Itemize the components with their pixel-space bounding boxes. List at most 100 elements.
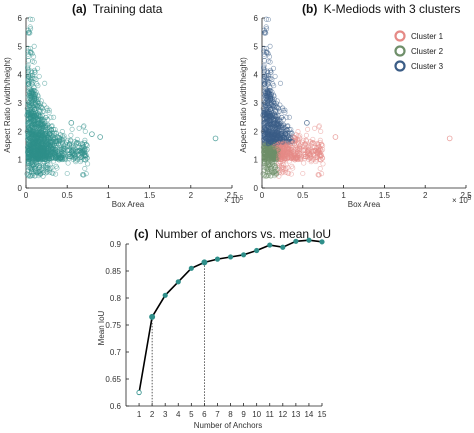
panel-b-point [264, 76, 270, 82]
panel-b-point [290, 134, 296, 140]
panel-a-point [26, 57, 32, 64]
panel-b-point [312, 125, 318, 131]
panel-b-point [319, 171, 325, 177]
panel-a-point [29, 107, 35, 113]
panel-a-y-tick-label: 3 [18, 99, 23, 108]
panel-b-point [267, 117, 273, 123]
panel-a-x-tick-label: 1 [106, 191, 111, 200]
panel-a-point [84, 143, 90, 149]
panel-a-point [49, 170, 55, 176]
panel-a-point [38, 156, 44, 162]
panel-a-point [36, 73, 42, 79]
panel-c-y-tick-label: 0.7 [110, 348, 122, 357]
panel-c-x-tick-label: 2 [150, 410, 155, 419]
panel-a-point [60, 150, 66, 156]
panel-a-point [31, 145, 37, 151]
panel-a-point [28, 81, 35, 87]
panel-b-point [269, 95, 275, 101]
panel-c-point [214, 256, 221, 262]
panel-c-point [175, 279, 181, 285]
panel-b-point [268, 139, 274, 145]
panel-b-point [284, 114, 290, 121]
panel-a-point [48, 114, 54, 121]
panel-b-point [289, 163, 295, 169]
panel-b-point [310, 148, 316, 154]
panel-b-outlier-point [317, 156, 324, 163]
panel-b-point [268, 136, 274, 142]
panel-b-point [280, 121, 286, 127]
panel-a-point [31, 120, 37, 126]
panel-a-point [76, 125, 82, 131]
panel-a-point [53, 131, 59, 137]
panel-a-point [33, 153, 39, 159]
panel-a-point [33, 111, 39, 117]
panel-a-point [36, 108, 43, 114]
panel-b-xlabel: Box Area [348, 200, 381, 209]
panel-a-point [42, 80, 48, 86]
panel-c-ylabel: Mean IoU [97, 310, 106, 345]
panel-a-point [45, 122, 51, 128]
panel-b-point [305, 144, 311, 150]
panel-b-point [263, 95, 269, 101]
panel-a-point [44, 139, 50, 145]
panel-a-point [27, 121, 33, 127]
panel-b-point [276, 128, 282, 134]
panel-b-y-tick-label: 3 [254, 99, 259, 108]
panel-a-point [47, 162, 53, 168]
panel-a-point [53, 154, 59, 160]
panel-b-point [261, 117, 267, 123]
panel-a-point [38, 98, 44, 104]
panel-c-x-tick-label: 3 [163, 410, 168, 419]
panel-c-x-tick-label: 11 [266, 410, 275, 419]
panel-b-point [275, 147, 281, 153]
panel-b-point [262, 69, 268, 75]
panel-a-point [30, 90, 36, 96]
panel-b-point [281, 122, 287, 128]
panel-a-point [25, 117, 31, 123]
panel-b-point [264, 93, 270, 99]
panel-b-point [296, 150, 302, 156]
panel-b-point [268, 152, 274, 158]
panel-a-point [53, 163, 59, 169]
panel-a-point [54, 141, 60, 147]
panel-a-point [82, 154, 88, 160]
panel-a-point [81, 148, 87, 154]
panel-b-point [265, 90, 272, 96]
panel-a-point [84, 155, 90, 161]
panel-b-point [266, 54, 273, 60]
panel-b-point [274, 142, 280, 148]
panel-b-point [282, 107, 288, 113]
panel-a-point [85, 161, 91, 167]
panel-b-point [313, 149, 319, 155]
panel-a-point [73, 141, 79, 147]
panel-b-point [274, 121, 280, 128]
panel-a-point [59, 129, 65, 135]
panel-b-ylabel: Aspect Ratio (width/height) [239, 57, 248, 153]
panel-c-x-tick-label: 8 [228, 410, 233, 419]
panel-a: (a) Training data 0 0.5 1 1.5 2 2.5 0 1 2 3 4 5 6 Bo… [3, 2, 244, 209]
panel-a-point [46, 110, 52, 116]
panel-a-point [36, 103, 43, 109]
panel-a-point [45, 149, 51, 155]
panel-c-point [149, 313, 156, 320]
panel-a-point [46, 107, 52, 113]
panel-c-x-tick-label: 15 [318, 410, 327, 419]
panel-b-x-tick-label: 2.5 [460, 191, 472, 200]
panel-a-point [80, 141, 86, 147]
panel-b-point [272, 103, 278, 109]
panel-b-point [294, 151, 300, 157]
panel-b-point [308, 157, 314, 163]
panel-b-y-tick-label: 0 [254, 184, 259, 193]
panel-c-x-tick-label: 1 [137, 410, 142, 419]
panel-a-point [28, 93, 34, 99]
panel-b-point [263, 173, 269, 179]
panel-a-title-text: Training data [93, 2, 163, 16]
panel-b-point [268, 75, 274, 81]
panel-b-x-exponent: × 105 [452, 196, 472, 205]
panel-b-point [317, 148, 323, 154]
panel-c-title-text: Number of anchors vs. mean IoU [155, 227, 331, 241]
panel-a-point [29, 16, 35, 23]
panel-b-point [320, 161, 326, 167]
panel-b-point [261, 71, 267, 77]
